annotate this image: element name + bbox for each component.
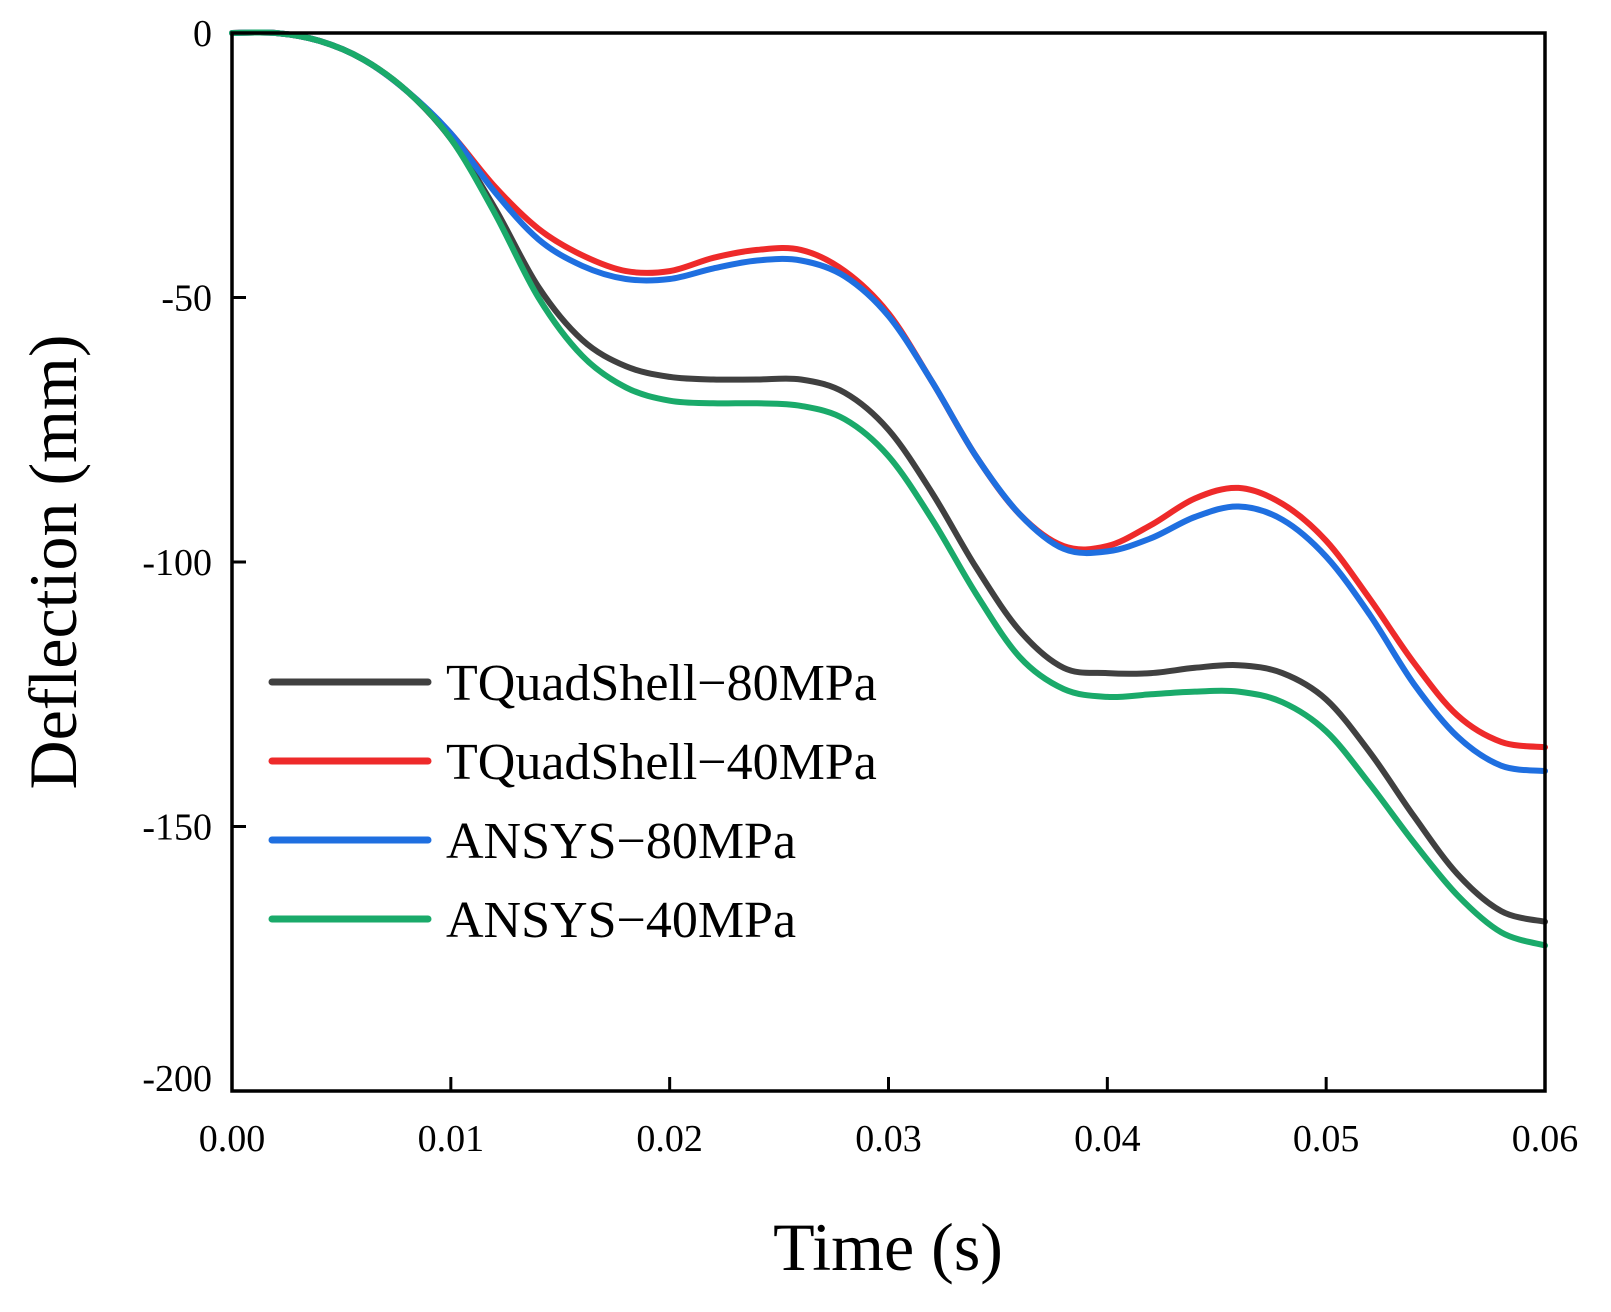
legend-label-2: TQuadShell−40MPa: [446, 734, 877, 791]
x-tick-label: 0.00: [199, 1118, 266, 1160]
series-layer: [229, 29, 1548, 949]
y-tick-label: -50: [161, 278, 212, 320]
y-axis: 0 -50 -100 -150 -200: [142, 13, 246, 1100]
x-tick-label: 0.02: [636, 1118, 703, 1160]
x-axis-title: Time (s): [773, 1209, 1003, 1285]
legend-label-4: ANSYS−40MPa: [446, 892, 796, 949]
y-tick-label: -100: [142, 542, 212, 584]
x-axis: 0.00 0.01 0.02 0.03 0.04 0.05 0.06: [199, 1077, 1579, 1160]
x-tick-label: 0.01: [418, 1118, 485, 1160]
y-axis-title: Deflection (mm): [15, 334, 91, 789]
y-tick-label: -150: [142, 807, 212, 849]
x-tick-label: 0.04: [1074, 1118, 1141, 1160]
x-tick-label: 0.05: [1293, 1118, 1360, 1160]
series-line-4: [229, 29, 1548, 949]
legend-label-1: TQuadShell−80MPa: [446, 655, 877, 712]
legend: TQuadShell−80MPa TQuadShell−40MPa ANSYS−80…: [268, 655, 877, 949]
y-tick-label: -200: [142, 1058, 212, 1100]
series-line-3: [229, 29, 1548, 774]
legend-label-3: ANSYS−80MPa: [446, 813, 796, 870]
x-tick-label: 0.03: [855, 1118, 922, 1160]
x-tick-label: 0.06: [1512, 1118, 1579, 1160]
y-tick-label: 0: [193, 13, 212, 55]
